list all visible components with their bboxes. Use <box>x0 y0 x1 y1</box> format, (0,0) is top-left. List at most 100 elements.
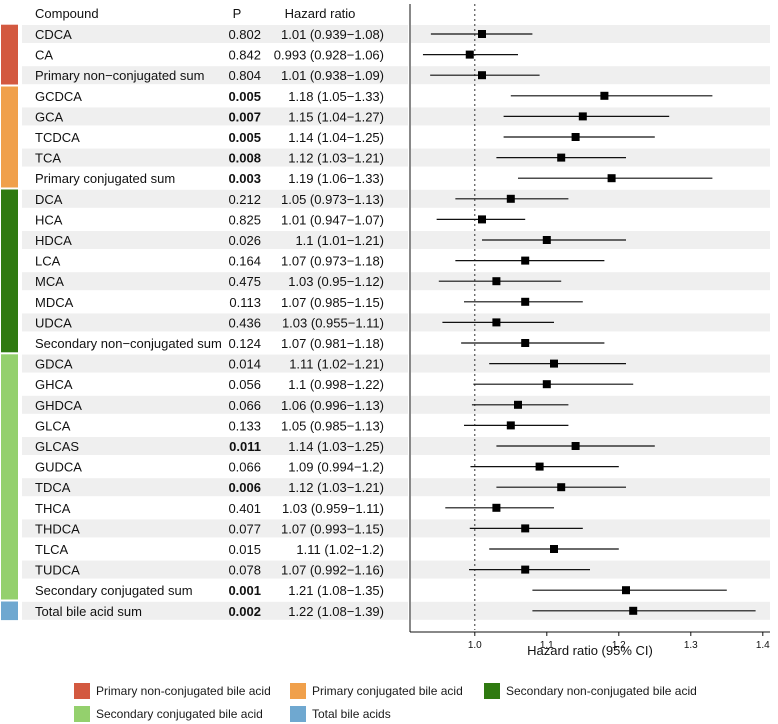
legend-swatch <box>290 706 306 722</box>
p-value: 0.007 <box>228 109 261 124</box>
group-bar <box>1 601 18 621</box>
plot-stripe <box>411 395 770 414</box>
p-value: 0.066 <box>228 398 261 413</box>
row-stripe <box>22 395 408 414</box>
row-stripe <box>22 313 408 332</box>
plot-stripe <box>411 519 770 538</box>
p-value: 0.077 <box>228 521 261 536</box>
compound-label: MCA <box>35 274 64 289</box>
legend-swatch <box>74 683 90 699</box>
legend-item-primary-non-conjugated: Primary non-conjugated bile acid <box>74 683 271 699</box>
compound-label: HCA <box>35 212 63 227</box>
legend-item-primary-conjugated: Primary conjugated bile acid <box>290 683 463 699</box>
legend-label: Primary non-conjugated bile acid <box>96 684 271 698</box>
compound-label: CA <box>35 48 53 63</box>
hazard-ratio-text: 1.14 (1.04−1.25) <box>288 130 384 145</box>
group-bar <box>1 189 18 353</box>
hr-point <box>521 565 530 574</box>
row-stripe <box>22 148 408 167</box>
compound-label: Total bile acid sum <box>35 604 142 619</box>
p-value: 0.212 <box>228 192 261 207</box>
p-value: 0.124 <box>228 336 261 351</box>
hr-point <box>465 50 474 59</box>
legend-swatch <box>290 683 306 699</box>
row-stripes <box>22 25 770 620</box>
group-bar <box>1 24 18 85</box>
hr-point <box>478 71 486 80</box>
row-stripe <box>22 437 408 455</box>
compound-label: TLCA <box>35 542 69 557</box>
header-hazard-ratio: Hazard ratio <box>285 6 356 21</box>
legend-item-total-bile-acids: Total bile acids <box>290 706 391 722</box>
row-stripe <box>22 25 408 43</box>
legend-label: Primary conjugated bile acid <box>312 684 463 698</box>
plot-stripe <box>411 560 770 579</box>
p-value: 0.825 <box>228 212 261 227</box>
row-stripe <box>22 519 408 538</box>
x-tick-label: 1.1 <box>540 640 554 651</box>
hr-point <box>492 277 501 286</box>
p-value: 0.078 <box>228 563 261 578</box>
compound-label: Secondary conjugated sum <box>35 583 193 598</box>
hazard-ratio-text: 1.11 (1.02−1.21) <box>289 357 384 372</box>
hazard-ratio-text: 1.15 (1.04−1.27) <box>288 109 384 124</box>
p-value: 0.401 <box>228 501 261 516</box>
row-stripe <box>22 601 408 620</box>
group-bar <box>1 354 18 600</box>
x-tick-label: 1.4 <box>756 640 770 651</box>
forest-plot: Compound P Hazard ratio CDCA 0.802 1.01 (0… <box>1 4 770 658</box>
hr-point <box>607 174 616 183</box>
p-value: 0.008 <box>228 151 261 166</box>
hazard-ratio-text: 1.09 (0.994−1.2) <box>288 460 384 475</box>
hazard-ratio-text: 1.07 (0.973−1.18) <box>281 254 384 269</box>
hr-point <box>492 503 501 512</box>
hr-point <box>542 236 551 244</box>
hazard-ratio-text: 1.03 (0.959−1.11) <box>282 501 384 516</box>
legend-label: Secondary conjugated bile acid <box>96 707 263 721</box>
row-labels: CDCA 0.802 1.01 (0.939−1.08) CA 0.842 0.993 (… <box>35 27 384 619</box>
hr-point <box>514 400 522 409</box>
hr-point <box>542 380 551 389</box>
compound-label: LCA <box>35 254 61 269</box>
p-value: 0.842 <box>228 48 261 63</box>
hazard-ratio-text: 1.22 (1.08−1.39) <box>288 604 384 619</box>
hazard-ratio-text: 1.07 (0.992−1.16) <box>281 563 384 578</box>
compound-label: Primary conjugated sum <box>35 171 175 186</box>
legend-item-secondary-non-conjugated: Secondary non-conjugated bile acid <box>484 683 697 699</box>
x-tick-label: 1.2 <box>612 640 626 651</box>
plot-stripe <box>411 272 770 291</box>
row-stripe <box>22 189 408 208</box>
compound-label: Primary non−conjugated sum <box>35 68 204 83</box>
hr-point <box>571 133 580 141</box>
p-value: 0.026 <box>228 233 261 248</box>
hazard-ratio-text: 1.07 (0.993−1.15) <box>281 521 384 536</box>
x-axis-ticks: 1.0 1.1 1.2 1.3 1.4 <box>468 632 770 651</box>
x-tick-label: 1.0 <box>468 640 482 651</box>
x-axis-label: Hazard ratio (95% CI) <box>527 643 653 658</box>
compound-label: UDCA <box>35 315 72 330</box>
compound-label: Secondary non−conjugated sum <box>35 336 222 351</box>
p-value: 0.005 <box>228 130 261 145</box>
hr-point <box>521 256 530 265</box>
p-value: 0.002 <box>228 604 261 619</box>
compound-label: GCDCA <box>35 89 82 104</box>
legend-swatch <box>74 706 90 722</box>
plot-stripe <box>411 66 770 85</box>
forest-marks <box>422 30 756 615</box>
hr-point <box>492 318 501 327</box>
hazard-ratio-text: 1.05 (0.985−1.13) <box>281 418 384 433</box>
p-value: 0.133 <box>228 418 261 433</box>
compound-label: GLCA <box>35 418 71 433</box>
hr-point <box>506 421 515 430</box>
hr-point <box>578 112 587 121</box>
group-color-bars <box>1 24 18 621</box>
hr-point <box>600 91 609 100</box>
compound-label: TUDCA <box>35 563 80 578</box>
compound-label: THCA <box>35 501 71 516</box>
hr-point <box>629 606 638 615</box>
hr-point <box>521 297 530 306</box>
hr-point <box>478 215 486 224</box>
hr-point <box>557 483 566 492</box>
p-value: 0.056 <box>228 377 261 392</box>
legend-label: Total bile acids <box>312 707 391 721</box>
